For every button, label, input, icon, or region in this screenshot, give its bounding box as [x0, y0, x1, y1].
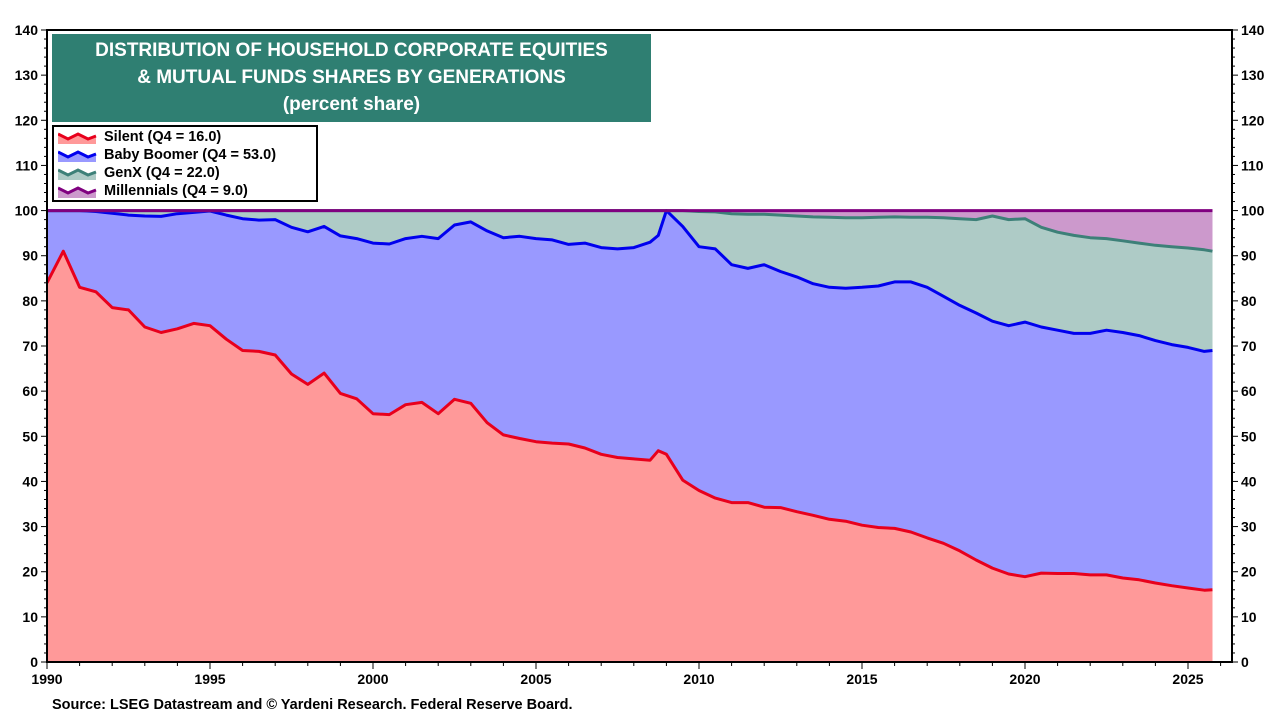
- y-tick-label-right: 100: [1241, 203, 1265, 219]
- title-line-1: DISTRIBUTION OF HOUSEHOLD CORPORATE EQUI…: [95, 40, 608, 61]
- y-tick-label-left: 90: [22, 248, 38, 264]
- legend-label: Silent (Q4 = 16.0): [104, 129, 222, 145]
- legend-swatch: [58, 186, 97, 198]
- y-tick-label-left: 140: [15, 22, 39, 38]
- y-tick-label-right: 20: [1241, 564, 1257, 580]
- line-silent: [45, 249, 1213, 592]
- chart-title: DISTRIBUTION OF HOUSEHOLD CORPORATE EQUI…: [52, 34, 651, 122]
- y-tick-label-right: 130: [1241, 67, 1265, 83]
- x-tick-label: 2025: [1172, 671, 1203, 687]
- y-tick-label-left: 20: [22, 564, 38, 580]
- x-tick-label: 1995: [194, 671, 225, 687]
- y-tick-label-left: 0: [30, 654, 38, 670]
- legend-label: Millennials (Q4 = 9.0): [104, 183, 248, 199]
- legend-item-genx: GenX (Q4 = 22.0): [58, 164, 316, 182]
- legend-label: Baby Boomer (Q4 = 53.0): [104, 147, 277, 163]
- y-tick-label-left: 30: [22, 519, 38, 535]
- y-tick-label-right: 50: [1241, 428, 1257, 444]
- legend-item-baby-boomer: Baby Boomer (Q4 = 53.0): [58, 146, 316, 164]
- y-tick-label-right: 60: [1241, 383, 1257, 399]
- y-tick-label-right: 0: [1241, 654, 1249, 670]
- area-millennials: [47, 210, 1213, 252]
- y-tick-label-right: 110: [1241, 157, 1264, 173]
- legend-swatch: [58, 150, 97, 162]
- y-tick-label-right: 90: [1241, 248, 1257, 264]
- y-tick-label-right: 30: [1241, 519, 1257, 535]
- y-tick-label-left: 40: [22, 473, 38, 489]
- x-tick-label: 2020: [1009, 671, 1040, 687]
- y-tick-label-left: 50: [22, 428, 38, 444]
- y-tick-label-right: 40: [1241, 473, 1257, 489]
- legend-swatch: [58, 168, 97, 180]
- x-tick-label: 2015: [846, 671, 877, 687]
- y-tick-label-left: 130: [15, 67, 39, 83]
- legend-item-millennials: Millennials (Q4 = 9.0): [58, 182, 316, 200]
- y-tick-label-right: 70: [1241, 338, 1257, 354]
- y-tick-label-left: 100: [15, 203, 39, 219]
- x-tick-label: 2000: [357, 671, 388, 687]
- y-tick-label-left: 110: [15, 157, 38, 173]
- line-baby-boomer: [47, 209, 1213, 353]
- y-tick-label-right: 80: [1241, 293, 1257, 309]
- series-lines: [45, 209, 1213, 592]
- y-tick-label-right: 10: [1241, 609, 1257, 625]
- area-baby-boomer: [47, 210, 1213, 591]
- series-areas: [47, 210, 1213, 662]
- legend-label: GenX (Q4 = 22.0): [104, 165, 220, 181]
- y-tick-label-right: 120: [1241, 112, 1265, 128]
- y-tick-label-left: 60: [22, 383, 38, 399]
- y-tick-label-right: 140: [1241, 22, 1265, 38]
- y-tick-label-left: 70: [22, 338, 38, 354]
- y-tick-label-left: 10: [22, 609, 38, 625]
- x-tick-label: 2005: [520, 671, 551, 687]
- source-note: Source: LSEG Datastream and © Yardeni Re…: [52, 697, 573, 713]
- y-tick-label-left: 120: [15, 112, 39, 128]
- x-tick-label: 2010: [683, 671, 714, 687]
- area-genx: [47, 210, 1213, 352]
- title-line-2: & MUTUAL FUNDS SHARES BY GENERATIONS: [137, 67, 566, 88]
- legend-item-silent: Silent (Q4 = 16.0): [58, 128, 316, 146]
- y-tick-label-left: 80: [22, 293, 38, 309]
- x-tick-label: 1990: [31, 671, 62, 687]
- legend-swatch: [58, 132, 97, 144]
- area-silent: [47, 251, 1213, 662]
- title-line-3: (percent share): [282, 94, 421, 115]
- legend: Silent (Q4 = 16.0) Baby Boomer (Q4 = 53.…: [52, 125, 318, 202]
